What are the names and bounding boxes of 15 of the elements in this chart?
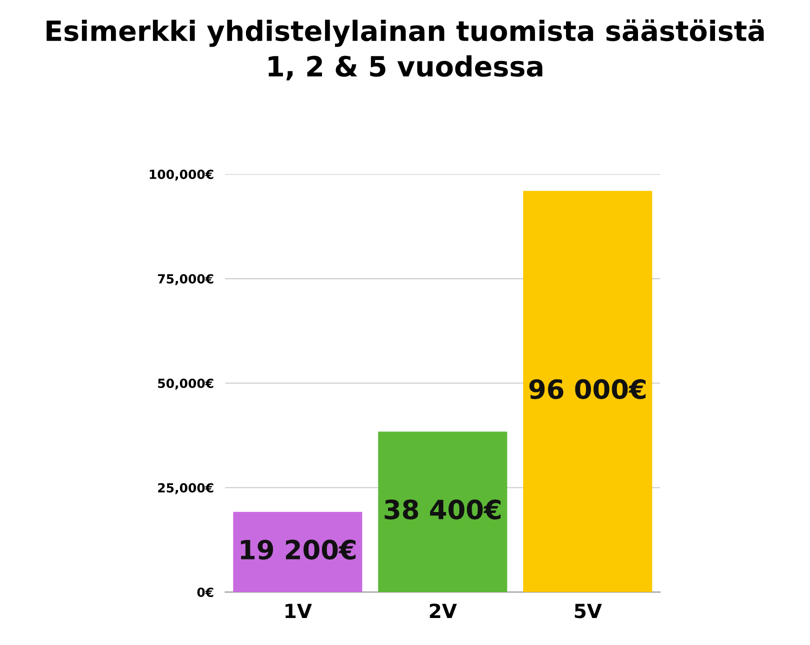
bar [523, 190, 652, 592]
chart-title: Esimerkki yhdistelylainan tuomista säästöistä 1, 2 & 5 vuodessa [46, 19, 764, 80]
bar [233, 512, 362, 592]
bar [378, 432, 508, 592]
x-tick-label: 1V [286, 604, 312, 618]
x-tick-label: 5V [574, 604, 602, 618]
data-label: 96 000€ [529, 379, 646, 400]
data-label: 38 400€ [384, 500, 501, 520]
y-tick-label: 50,000€ [158, 378, 214, 390]
y-tick-label: 100,000€ [150, 170, 214, 181]
y-tick-label: 0€ [197, 588, 214, 598]
data-label: 19 200€ [240, 540, 356, 560]
y-tick-label: 25,000€ [158, 483, 214, 494]
x-tick-label: 2V [430, 604, 457, 618]
y-tick-label: 75,000€ [158, 274, 214, 286]
